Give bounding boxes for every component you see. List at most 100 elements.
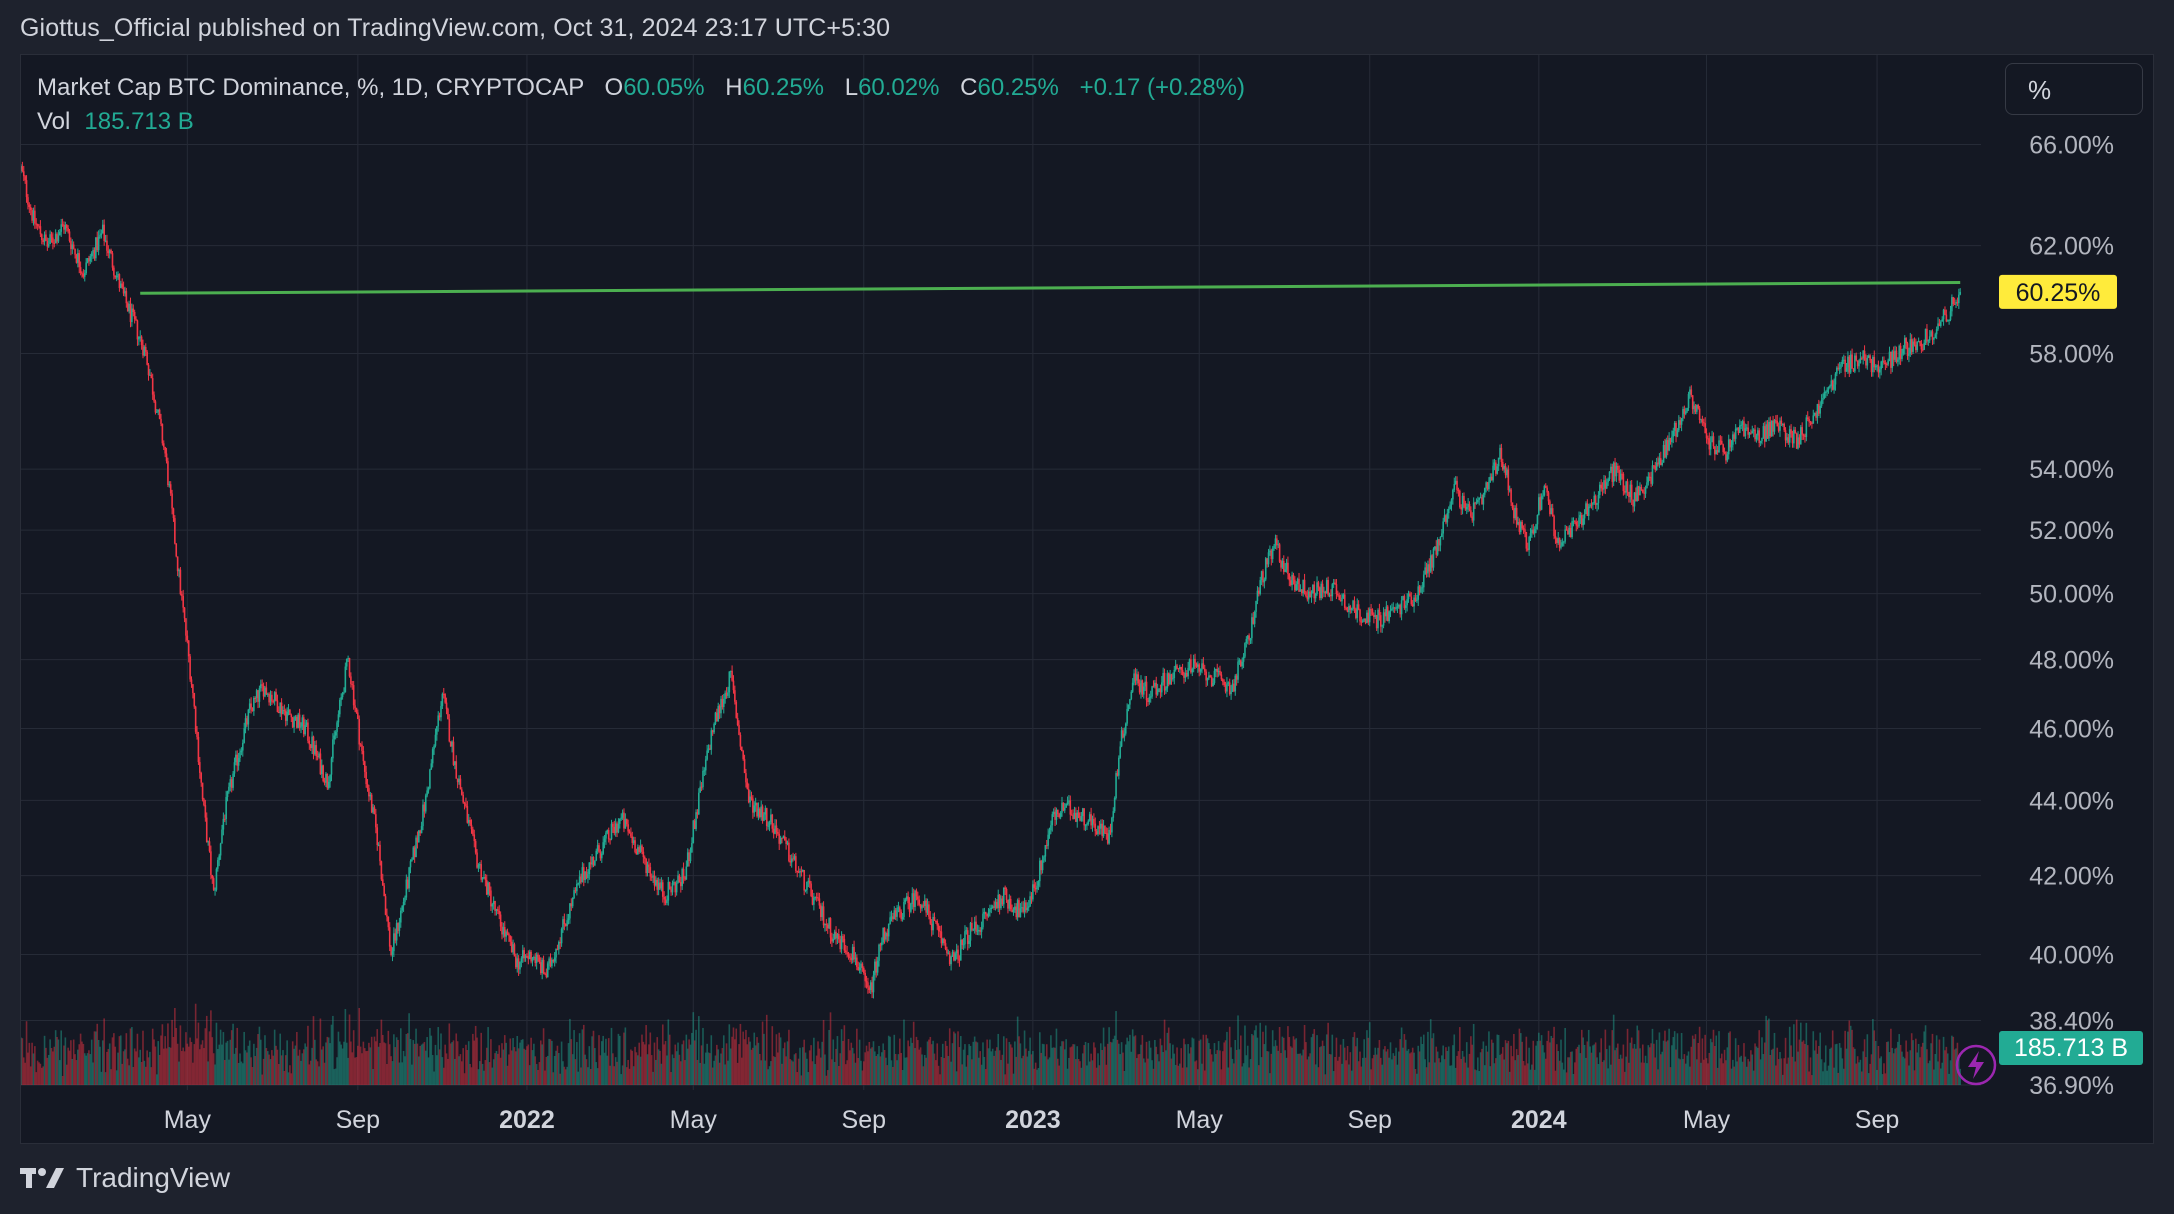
candle-body (246, 718, 248, 725)
candle-body (240, 750, 243, 753)
volume-bar (663, 1044, 665, 1085)
candle-body (261, 684, 263, 686)
candle-body (1176, 665, 1178, 669)
chart-panel[interactable]: 66.00% 62.00% 58.00% 54.00% 52.00% 50.00% 48.0… (20, 54, 2154, 1144)
candle-body (1820, 399, 1823, 406)
volume-bar (1906, 1051, 1909, 1085)
volume-bar (1752, 1070, 1755, 1085)
volume-bar (107, 1048, 110, 1085)
candle-body (833, 931, 836, 939)
volume-bar (1912, 1040, 1914, 1085)
candle-body (969, 922, 972, 941)
volume-bar (652, 1071, 654, 1085)
volume-bar (74, 1054, 76, 1085)
candle-body (487, 882, 489, 895)
volume-bar (1818, 1045, 1820, 1085)
candle-body (1102, 825, 1105, 837)
volume-label[interactable]: Vol (37, 108, 71, 135)
candle-body (973, 921, 976, 930)
volume-bar (645, 1025, 647, 1085)
volume-bar (1535, 1045, 1537, 1085)
candle-body (1619, 473, 1622, 481)
candle-body (223, 818, 226, 820)
lightning-icon[interactable] (1955, 1044, 1997, 1086)
volume-bar (821, 1041, 823, 1085)
candle-body (169, 484, 172, 494)
volume-bar (60, 1030, 62, 1085)
candle-body (1108, 829, 1110, 844)
volume-bar (149, 1051, 151, 1085)
candle-body (1025, 902, 1027, 911)
volume-bar (1604, 1029, 1607, 1085)
volume-bar (156, 1074, 158, 1085)
candle-body (1482, 494, 1485, 505)
volume-bar (36, 1060, 39, 1085)
candle-body (265, 687, 268, 695)
volume-bar (1036, 1069, 1038, 1085)
volume-bar (778, 1032, 781, 1085)
volume-bar (1888, 1052, 1891, 1085)
candle-body (129, 303, 132, 323)
tradingview-brand[interactable]: TradingView (20, 1162, 230, 1194)
candle-body (92, 249, 94, 254)
volume-bar (843, 1025, 846, 1085)
candle-body (372, 807, 374, 813)
volume-bar (1253, 1030, 1256, 1085)
volume-bar (1723, 1049, 1726, 1085)
candle-body (1332, 582, 1335, 585)
candle-body (595, 850, 598, 861)
volume-bar (576, 1042, 578, 1085)
candle-body (1367, 612, 1370, 623)
volume-bar (469, 1063, 471, 1085)
candle-body (1398, 605, 1400, 607)
candle-body (987, 912, 990, 917)
candle-body (1928, 336, 1931, 341)
volume-bar (495, 1051, 498, 1085)
candle-body (734, 690, 736, 702)
candle-body (1511, 502, 1514, 509)
candle-body (983, 911, 986, 914)
candle-body (427, 788, 430, 791)
volume-bar (1151, 1060, 1153, 1085)
candle-body (1045, 845, 1048, 847)
volume-bar (54, 1030, 57, 1085)
candle-body (783, 836, 786, 841)
volume-bar (966, 1055, 969, 1085)
volume-bar (1669, 1067, 1672, 1085)
candle-body (513, 944, 516, 957)
volume-bar (111, 1037, 114, 1085)
percent-scale-button[interactable]: % (2005, 63, 2143, 115)
volume-bar (279, 1033, 282, 1085)
candle-body (1733, 434, 1736, 439)
candle-body (61, 224, 64, 226)
volume-bar (530, 1037, 532, 1085)
candle-body (1791, 433, 1794, 444)
candle-body (1385, 606, 1388, 617)
candle-body (1697, 405, 1700, 409)
candle-body (207, 841, 209, 843)
volume-bar (1048, 1057, 1051, 1085)
candle-body (1314, 593, 1317, 599)
volume-bar (1865, 1057, 1867, 1085)
candle-body (1953, 303, 1956, 305)
candle-body (1321, 583, 1324, 593)
volume-bar (634, 1046, 636, 1085)
volume-bar (1147, 1058, 1149, 1085)
candle-body (473, 834, 476, 842)
candle-body (1542, 495, 1544, 497)
candle-body (29, 206, 32, 210)
candle-body (1561, 542, 1564, 546)
symbol-title[interactable]: Market Cap BTC Dominance, %, 1D, CRYPTOC… (37, 74, 584, 101)
candle-body (668, 881, 671, 890)
candle-body (89, 256, 92, 262)
candle-body (792, 858, 794, 860)
volume-bar (424, 1050, 427, 1085)
volume-bar (203, 1048, 205, 1085)
candle-body (864, 973, 866, 982)
price-chart[interactable]: 66.00%62.00%58.00%54.00%52.00%50.00%48.0… (21, 55, 2154, 1144)
candle-body (167, 461, 169, 486)
volume-bar (499, 1057, 502, 1085)
candle-body (208, 841, 211, 852)
volume-bar (1776, 1047, 1779, 1085)
